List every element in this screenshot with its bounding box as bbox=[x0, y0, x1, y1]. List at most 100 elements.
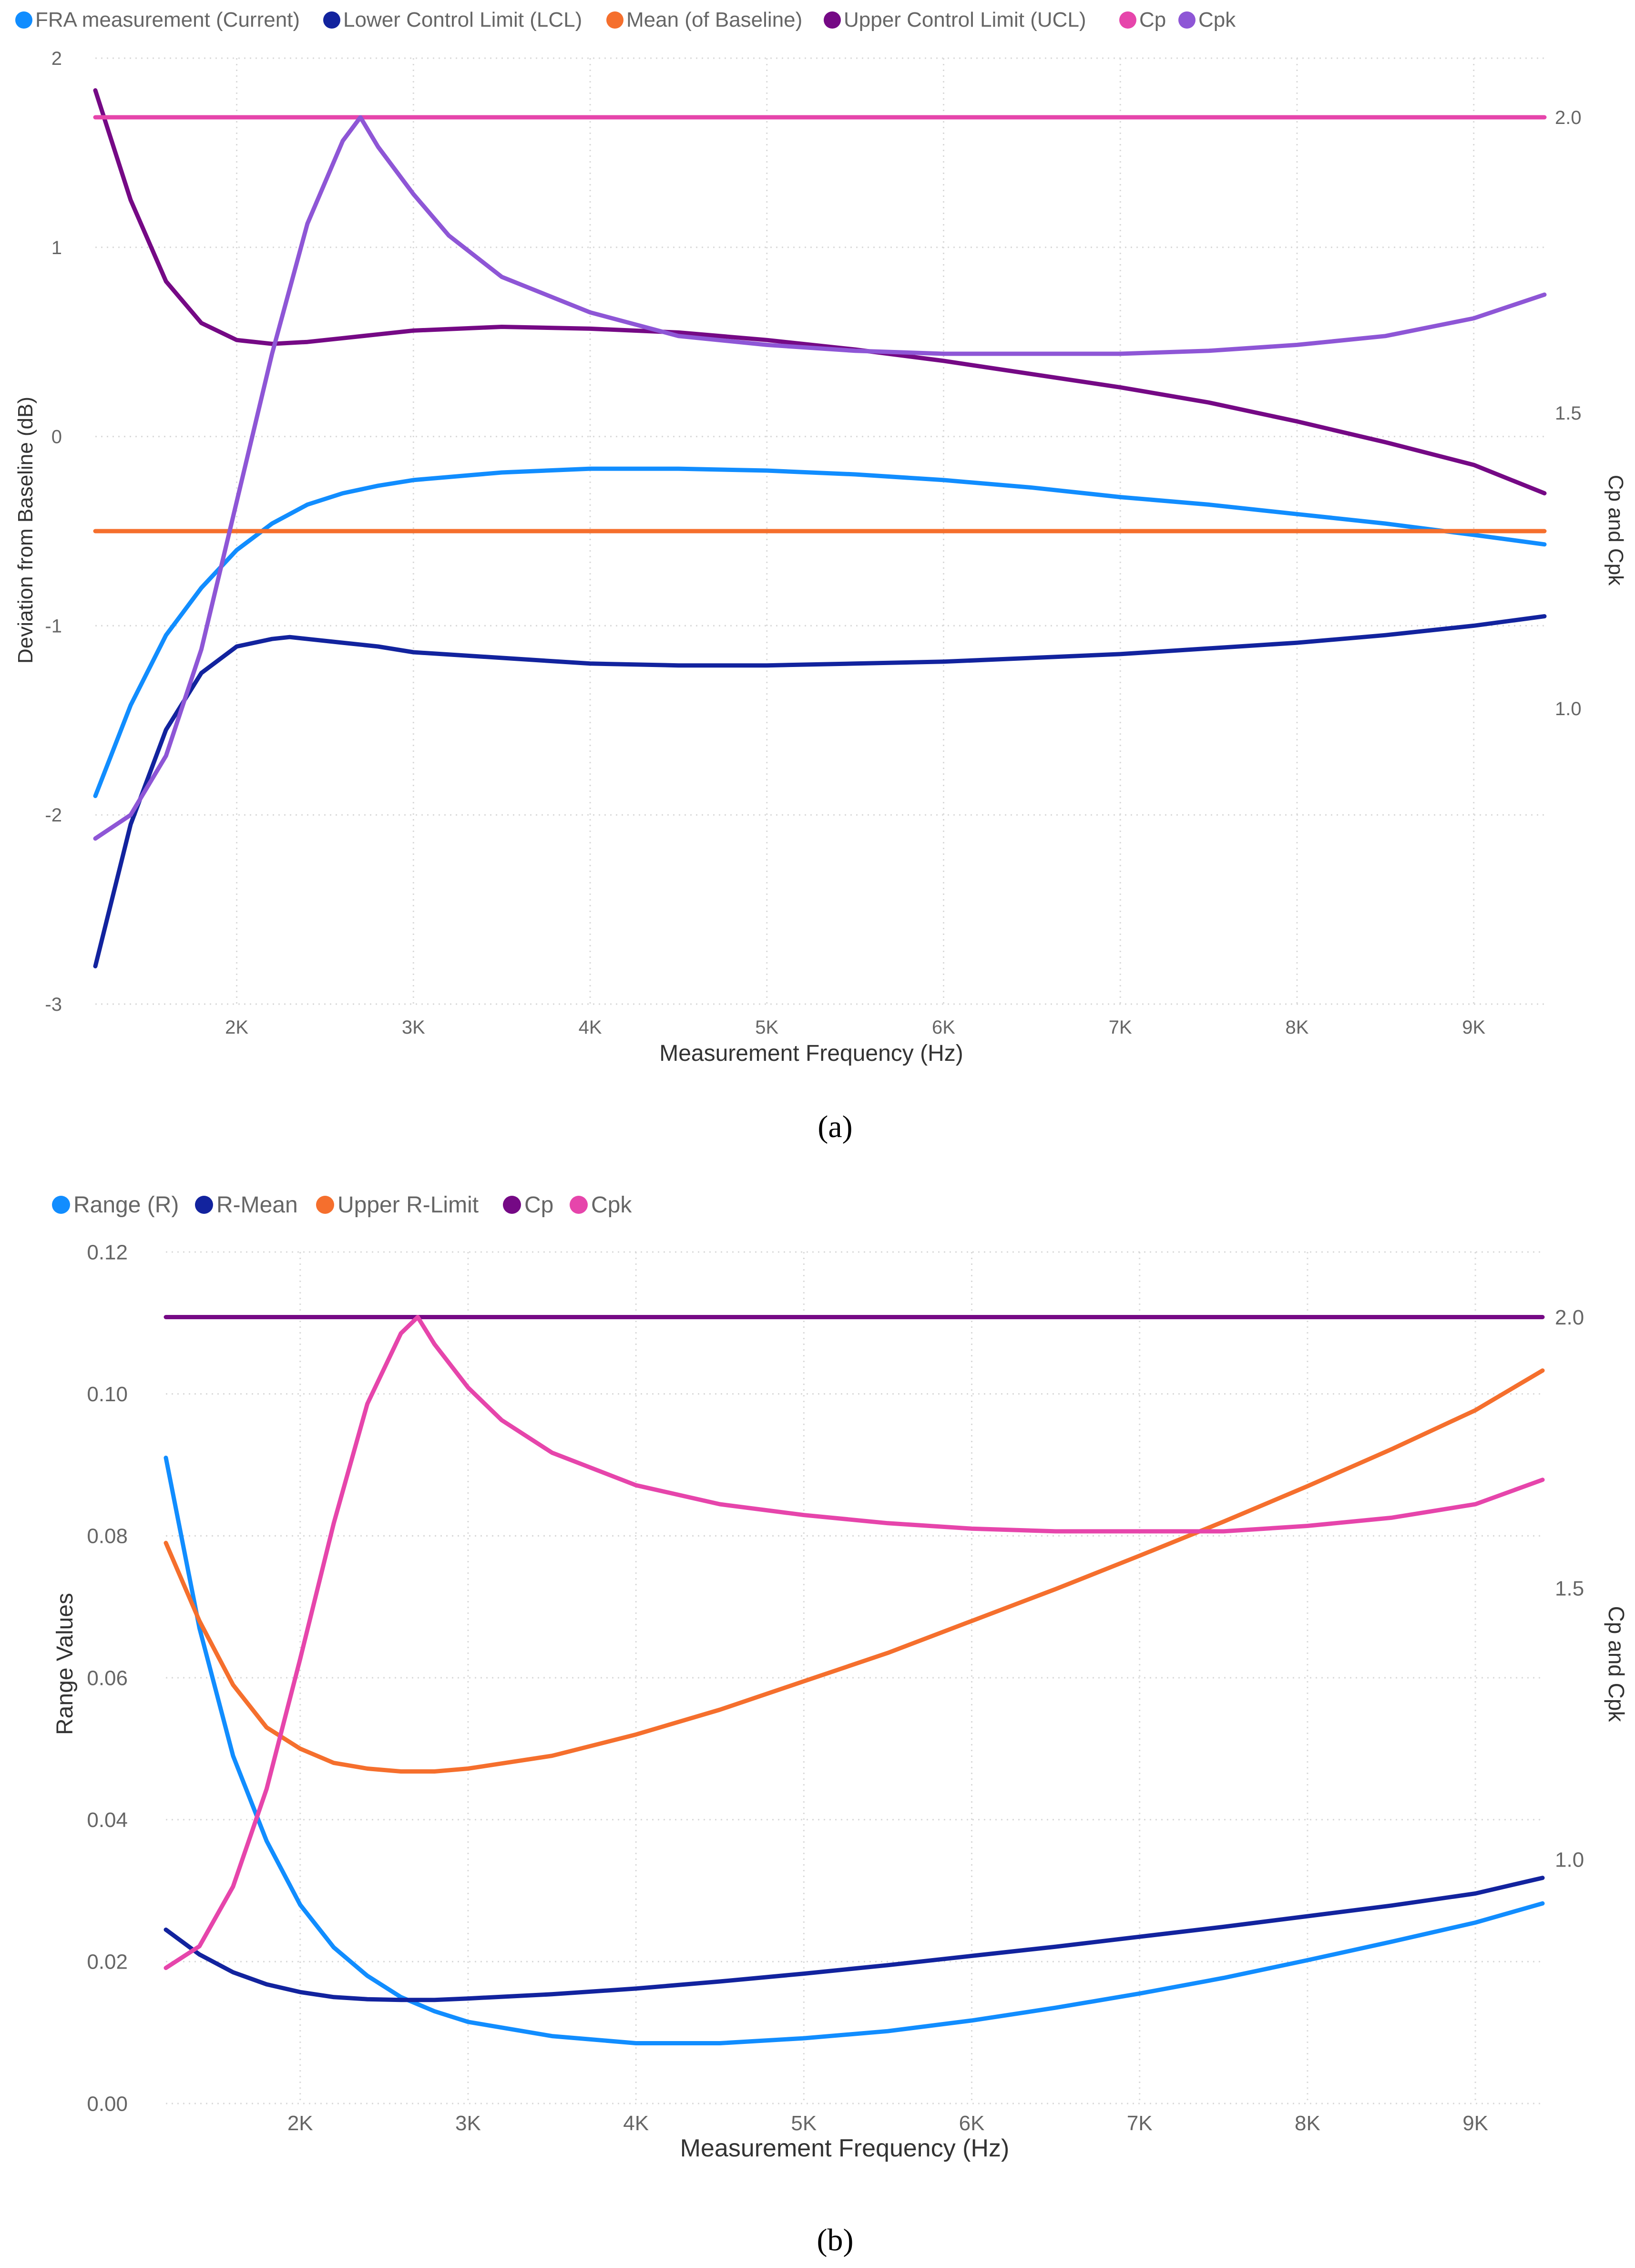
legend-a-item-0[interactable]: FRA measurement (Current) bbox=[15, 8, 300, 31]
x-tick-label-a-1: 3K bbox=[402, 1017, 425, 1038]
y-axis-title-a: Deviation from Baseline (dB) bbox=[14, 397, 37, 664]
legend-a-marker-1 bbox=[323, 11, 340, 29]
chart-a: FRA measurement (Current) Lower Control … bbox=[14, 8, 1627, 1144]
y2-tick-label-a-0: 1.0 bbox=[1555, 698, 1582, 719]
legend-b-label-3: Cp bbox=[524, 1192, 553, 1218]
x-tick-label-a-3: 5K bbox=[755, 1017, 778, 1038]
x-tick-label-b-4: 6K bbox=[959, 2112, 985, 2135]
legend-b-marker-4 bbox=[570, 1196, 588, 1214]
caption-a: (a) bbox=[818, 1109, 852, 1144]
legend-a-marker-4 bbox=[1119, 11, 1136, 29]
legend-b-item-3[interactable]: Cp bbox=[503, 1192, 553, 1218]
legend-b-marker-2 bbox=[316, 1196, 334, 1214]
legend-b-label-0: Range (R) bbox=[73, 1192, 179, 1218]
y2-axis-title-a: Cp and Cpk bbox=[1604, 475, 1627, 586]
legend-b-item-1[interactable]: R-Mean bbox=[195, 1192, 298, 1218]
x-tick-label-b-5: 7K bbox=[1127, 2112, 1153, 2135]
legend-b-item-4[interactable]: Cpk bbox=[570, 1192, 632, 1218]
legend-a-label-0: FRA measurement (Current) bbox=[35, 8, 300, 31]
y2-tick-label-a-1: 1.5 bbox=[1555, 403, 1582, 424]
series-line-a-fra-measurement-current[interactable] bbox=[93, 466, 1547, 798]
y2-axis-ticks-b: 1.0 1.5 2.0 bbox=[1555, 1306, 1584, 1872]
y-axis-ticks-b: 0.00 0.02 0.04 0.06 0.08 0.10 0.12 bbox=[87, 1241, 128, 2115]
y-axis-ticks-a: -3 -2 -1 0 1 2 bbox=[45, 48, 62, 1015]
y2-axis-ticks-a: 1.0 1.5 2.0 bbox=[1555, 107, 1582, 719]
legend-a-label-5: Cpk bbox=[1198, 8, 1236, 31]
y2-tick-label-b-0: 1.0 bbox=[1555, 1848, 1584, 1871]
y2-tick-label-b-1: 1.5 bbox=[1555, 1577, 1584, 1601]
series-line-b-range-r[interactable] bbox=[164, 1456, 1545, 2045]
series-line-a-lower-control-limit-lcl[interactable] bbox=[93, 614, 1547, 969]
y-axis-title-b: Range Values bbox=[52, 1593, 78, 1735]
chart-b: Range (R) R-Mean Upper R-Limit Cp Cpk 0.… bbox=[52, 1192, 1629, 2258]
legend-b-marker-1 bbox=[195, 1196, 213, 1214]
y-tick-label-a-4: 1 bbox=[51, 237, 62, 258]
y2-tick-label-a-2: 2.0 bbox=[1555, 107, 1582, 128]
y-tick-label-b-0: 0.00 bbox=[87, 2092, 128, 2115]
series-line-b-upper-r-limit[interactable] bbox=[164, 1368, 1545, 1774]
y-tick-label-b-3: 0.06 bbox=[87, 1666, 128, 1690]
grid-b bbox=[166, 1251, 1543, 2104]
legend-a-item-4[interactable]: Cp bbox=[1119, 8, 1166, 31]
legend-a: FRA measurement (Current) Lower Control … bbox=[15, 8, 1236, 31]
legend-b: Range (R) R-Mean Upper R-Limit Cp Cpk bbox=[52, 1192, 632, 1218]
x-tick-label-b-3: 5K bbox=[791, 2112, 817, 2135]
y-tick-label-a-0: -3 bbox=[45, 994, 62, 1015]
y-tick-label-b-5: 0.10 bbox=[87, 1383, 128, 1406]
x-tick-label-a-2: 4K bbox=[579, 1017, 602, 1038]
legend-b-label-2: Upper R-Limit bbox=[337, 1192, 479, 1218]
series-line-a-upper-control-limit-ucl[interactable] bbox=[93, 88, 1547, 496]
x-tick-label-b-0: 2K bbox=[287, 2112, 313, 2135]
legend-a-item-2[interactable]: Mean (of Baseline) bbox=[606, 8, 802, 31]
x-axis-title-b: Measurement Frequency (Hz) bbox=[680, 2135, 1010, 2162]
legend-a-label-2: Mean (of Baseline) bbox=[626, 8, 802, 31]
legend-a-marker-2 bbox=[606, 11, 623, 29]
legend-a-item-1[interactable]: Lower Control Limit (LCL) bbox=[323, 8, 582, 31]
y-tick-label-a-3: 0 bbox=[51, 427, 62, 448]
y-tick-label-b-6: 0.12 bbox=[87, 1241, 128, 1264]
legend-a-marker-0 bbox=[15, 11, 32, 29]
legend-b-label-1: R-Mean bbox=[216, 1192, 298, 1218]
y-tick-label-a-1: -2 bbox=[45, 805, 62, 826]
x-tick-label-b-6: 8K bbox=[1295, 2112, 1320, 2135]
x-axis-title-a: Measurement Frequency (Hz) bbox=[659, 1041, 963, 1066]
x-tick-label-a-6: 8K bbox=[1286, 1017, 1309, 1038]
legend-a-label-1: Lower Control Limit (LCL) bbox=[343, 8, 582, 31]
x-tick-label-a-5: 7K bbox=[1109, 1017, 1132, 1038]
x-tick-label-a-4: 6K bbox=[932, 1017, 955, 1038]
y-tick-label-b-4: 0.08 bbox=[87, 1525, 128, 1548]
legend-a-item-3[interactable]: Upper Control Limit (UCL) bbox=[824, 8, 1086, 31]
x-tick-label-b-2: 4K bbox=[623, 2112, 649, 2135]
x-axis-ticks-b: 2K 3K 4K 5K 6K 7K 8K 9K bbox=[287, 2112, 1488, 2135]
y-tick-label-a-5: 2 bbox=[51, 48, 62, 69]
x-tick-label-a-7: 9K bbox=[1462, 1017, 1485, 1038]
series-line-a-cpk[interactable] bbox=[93, 115, 1547, 841]
legend-b-marker-3 bbox=[503, 1196, 521, 1214]
y-tick-label-b-2: 0.04 bbox=[87, 1808, 128, 1832]
legend-a-item-5[interactable]: Cpk bbox=[1178, 8, 1236, 31]
y2-tick-label-b-2: 2.0 bbox=[1555, 1306, 1584, 1329]
x-tick-label-b-1: 3K bbox=[455, 2112, 481, 2135]
legend-a-label-4: Cp bbox=[1139, 8, 1166, 31]
legend-a-label-3: Upper Control Limit (UCL) bbox=[844, 8, 1086, 31]
legend-b-marker-0 bbox=[52, 1196, 70, 1214]
legend-a-marker-5 bbox=[1178, 11, 1196, 29]
y-tick-label-b-1: 0.02 bbox=[87, 1950, 128, 1974]
series-line-b-cpk[interactable] bbox=[164, 1315, 1545, 1970]
caption-b: (b) bbox=[817, 2223, 854, 2258]
legend-b-label-4: Cpk bbox=[591, 1192, 632, 1218]
legend-b-item-2[interactable]: Upper R-Limit bbox=[316, 1192, 479, 1218]
y2-axis-title-b: Cp and Cpk bbox=[1604, 1606, 1629, 1723]
x-tick-label-a-0: 2K bbox=[225, 1017, 248, 1038]
series-b bbox=[164, 1315, 1545, 2045]
y-tick-label-a-2: -1 bbox=[45, 616, 62, 636]
legend-a-marker-3 bbox=[824, 11, 841, 29]
grid-a bbox=[95, 57, 1544, 1005]
legend-b-item-0[interactable]: Range (R) bbox=[52, 1192, 179, 1218]
series-line-b-r-mean[interactable] bbox=[164, 1876, 1545, 2002]
x-tick-label-b-7: 9K bbox=[1462, 2112, 1488, 2135]
x-axis-ticks-a: 2K 3K 4K 5K 6K 7K 8K 9K bbox=[225, 1017, 1485, 1038]
series-a bbox=[93, 88, 1547, 969]
